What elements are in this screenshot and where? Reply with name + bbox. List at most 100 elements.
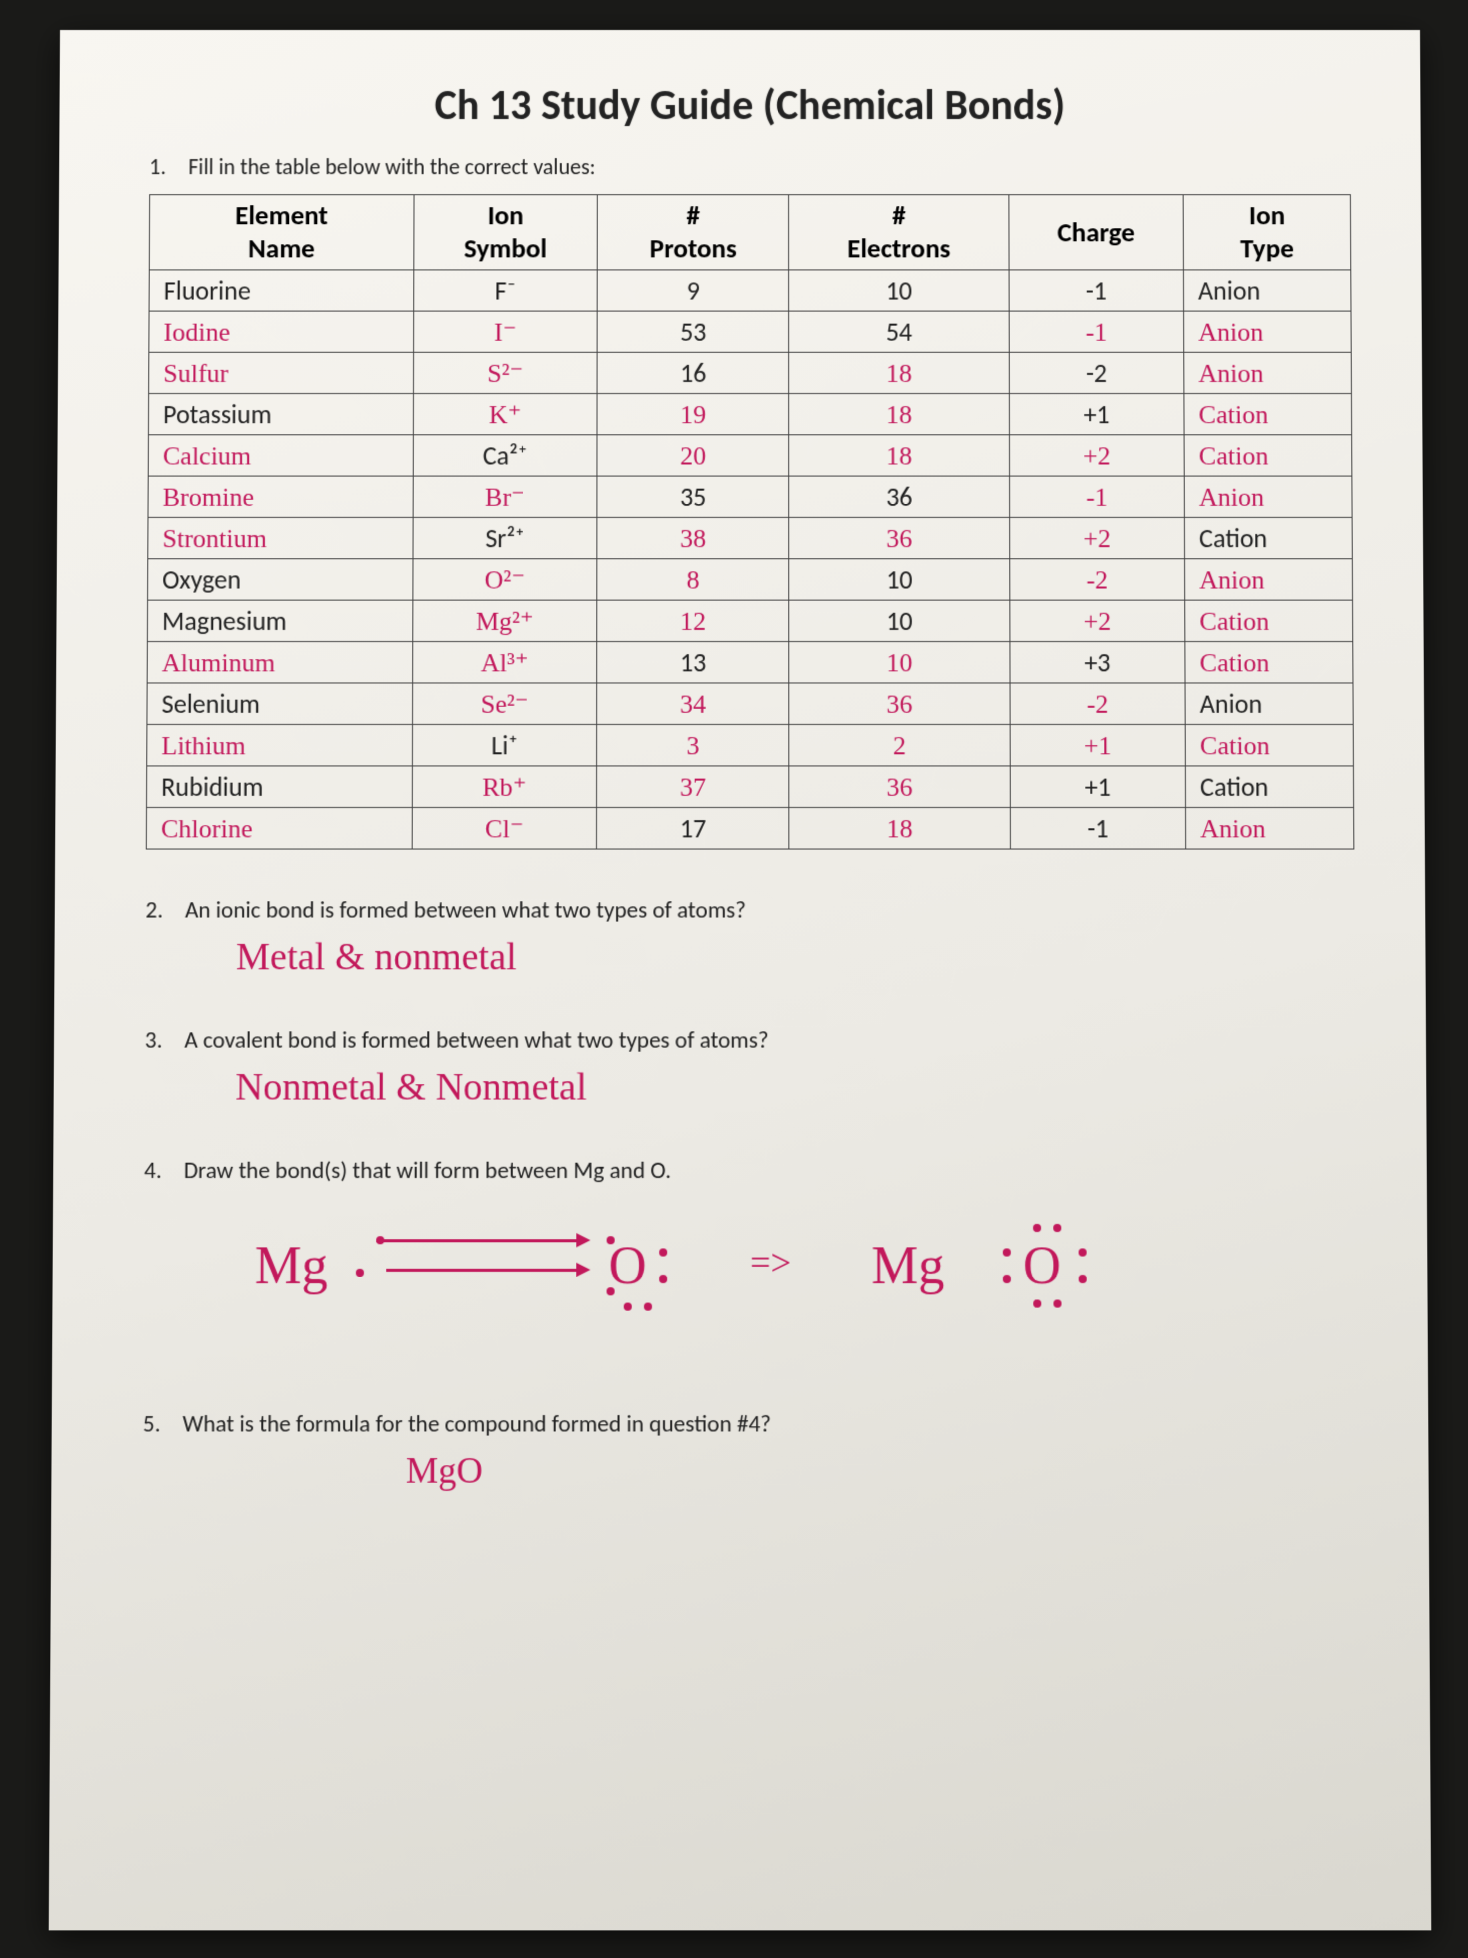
cell-electrons: 54 <box>789 311 1009 352</box>
table-row: OxygenO²⁻810-2Anion <box>148 559 1353 600</box>
cell-protons: 8 <box>597 559 789 600</box>
cell-ion-type: Cation <box>1184 517 1352 558</box>
cell-charge: +1 <box>1010 766 1185 808</box>
q2-text: An ionic bond is formed between what two… <box>185 896 746 924</box>
cell-ion-type: Cation <box>1185 642 1353 683</box>
cell-element-name: Rubidium <box>146 766 412 808</box>
cell-charge: -2 <box>1010 683 1185 724</box>
cell-ion-symbol: F⁻ <box>413 270 597 311</box>
cell-protons: 37 <box>597 766 789 808</box>
cell-charge: +3 <box>1010 642 1185 683</box>
lewis-dot <box>659 1275 667 1283</box>
q3-text: A covalent bond is formed between what t… <box>184 1026 768 1054</box>
q4-diagram: Mg O => Mg O <box>224 1205 1357 1328</box>
cell-protons: 13 <box>597 642 789 683</box>
cell-element-name: Aluminum <box>147 642 412 683</box>
question-3: 3. A covalent bond is formed between wha… <box>144 1026 1355 1109</box>
col-ion-symbol: IonSymbol <box>414 195 598 270</box>
lewis-dot <box>659 1248 667 1256</box>
cell-ion-type: Cation <box>1185 766 1353 808</box>
lewis-dot <box>607 1287 615 1295</box>
cell-electrons: 36 <box>789 683 1010 724</box>
cell-ion-symbol: K⁺ <box>413 394 597 435</box>
cell-charge: -1 <box>1009 270 1184 311</box>
lewis-dot <box>1033 1223 1041 1231</box>
cell-element-name: Bromine <box>148 476 413 517</box>
worksheet-paper: Ch 13 Study Guide (Chemical Bonds) 1. Fi… <box>49 30 1432 1930</box>
table-row: BromineBr⁻3536-1Anion <box>148 476 1352 517</box>
cell-electrons: 18 <box>789 807 1010 849</box>
col-ion-type: IonType <box>1183 195 1351 270</box>
lewis-dot <box>1033 1299 1041 1307</box>
diagram-mg-right: Mg <box>871 1236 944 1296</box>
col-charge: Charge <box>1009 195 1184 270</box>
cell-element-name: Sulfur <box>149 352 414 393</box>
cell-ion-type: Anion <box>1184 352 1352 393</box>
cell-electrons: 10 <box>789 642 1010 683</box>
q5-text: What is the formula for the compound for… <box>182 1410 771 1439</box>
lewis-dot <box>1003 1275 1011 1283</box>
cell-ion-type: Cation <box>1185 600 1353 641</box>
cell-element-name: Selenium <box>147 683 412 724</box>
q1-text: Fill in the table below with the correct… <box>188 153 595 180</box>
arrow-head-icon <box>576 1262 590 1276</box>
lewis-dot <box>644 1302 652 1310</box>
lewis-dot <box>1053 1299 1061 1307</box>
cell-charge: -2 <box>1010 559 1185 600</box>
cell-element-name: Potassium <box>148 394 413 435</box>
cell-element-name: Magnesium <box>147 600 412 641</box>
table-row: SeleniumSe²⁻3436-2Anion <box>147 683 1353 724</box>
cell-charge: +2 <box>1010 517 1185 558</box>
cell-element-name: Strontium <box>148 517 413 558</box>
table-row: IodineI⁻5354-1Anion <box>149 311 1351 352</box>
cell-ion-symbol: Ca²⁺ <box>413 435 597 476</box>
cell-electrons: 10 <box>789 270 1009 311</box>
cell-ion-type: Cation <box>1185 724 1353 765</box>
cell-ion-symbol: Cl⁻ <box>412 807 597 849</box>
q4-number: 4. <box>144 1156 178 1185</box>
lewis-dot <box>356 1268 364 1276</box>
diagram-mg-left: Mg <box>255 1236 328 1296</box>
electron-arrow <box>376 1239 578 1242</box>
cell-ion-symbol: Se²⁻ <box>412 683 597 724</box>
cell-ion-type: Cation <box>1184 435 1352 476</box>
cell-protons: 9 <box>597 270 789 311</box>
table-row: MagnesiumMg²⁺1210+2Cation <box>147 600 1352 641</box>
lewis-dot <box>624 1302 632 1310</box>
q1-number: 1. <box>149 153 183 180</box>
cell-protons: 38 <box>597 517 789 558</box>
cell-ion-symbol: Mg²⁺ <box>412 600 597 641</box>
page-title: Ch 13 Study Guide (Chemical Bonds) <box>149 80 1350 131</box>
lewis-dot <box>1079 1248 1087 1256</box>
cell-charge: +1 <box>1010 724 1185 765</box>
cell-ion-symbol: Li⁺ <box>412 724 597 765</box>
cell-charge: +2 <box>1009 435 1184 476</box>
cell-charge: +1 <box>1009 394 1184 435</box>
lewis-dot <box>1079 1275 1087 1283</box>
diagram-o-right: O <box>1023 1236 1061 1296</box>
cell-protons: 53 <box>597 311 789 352</box>
q2-answer: Metal & nonmetal <box>236 937 1355 979</box>
q4-text: Draw the bond(s) that will form between … <box>184 1156 672 1185</box>
cell-charge: -1 <box>1009 311 1184 352</box>
cell-electrons: 36 <box>789 766 1010 808</box>
cell-electrons: 18 <box>789 435 1009 476</box>
cell-ion-symbol: Al³⁺ <box>412 642 597 683</box>
cell-charge: +2 <box>1010 600 1185 641</box>
table-row: StrontiumSr²⁺3836+2Cation <box>148 517 1353 558</box>
lewis-dot <box>1003 1248 1011 1256</box>
cell-charge: -1 <box>1010 807 1186 849</box>
cell-element-name: Lithium <box>147 724 413 765</box>
question-2: 2. An ionic bond is formed between what … <box>145 896 1355 979</box>
cell-ion-symbol: Rb⁺ <box>412 766 597 808</box>
q5-answer: MgO <box>406 1451 1358 1492</box>
cell-charge: -1 <box>1009 476 1184 517</box>
question-5: 5. What is the formula for the compound … <box>142 1410 1357 1492</box>
cell-electrons: 18 <box>789 352 1009 393</box>
cell-ion-type: Anion <box>1184 476 1352 517</box>
cell-electrons: 10 <box>789 559 1010 600</box>
table-header-row: ElementName IonSymbol #Protons #Electron… <box>149 195 1351 270</box>
question-1: 1. Fill in the table below with the corr… <box>149 153 1351 180</box>
table-row: SulfurS²⁻1618-2Anion <box>149 352 1352 393</box>
table-row: ChlorineCl⁻1718-1Anion <box>146 807 1354 849</box>
